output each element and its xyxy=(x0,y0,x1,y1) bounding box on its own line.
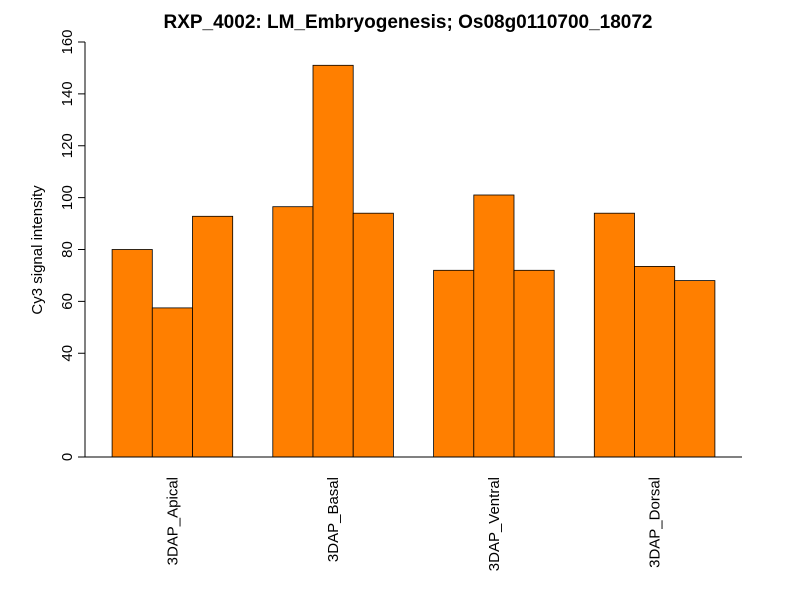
y-tick-label: 160 xyxy=(59,29,76,54)
y-tick-label: 60 xyxy=(59,293,76,310)
bar-3dap-ventral-2 xyxy=(473,194,515,458)
bar-3dap-dorsal-1 xyxy=(593,212,635,458)
x-tick-label: 3DAP_Apical xyxy=(164,477,181,565)
bar-3dap-ventral-1 xyxy=(433,269,475,458)
bar-3dap-ventral-3 xyxy=(513,269,555,458)
x-tick-label: 3DAP_Ventral xyxy=(486,477,503,571)
x-tick-label: 3DAP_Dorsal xyxy=(647,477,664,568)
y-axis-label: Cy3 signal intensity xyxy=(29,185,46,315)
x-tick-label: 3DAP_Basal xyxy=(325,477,342,562)
y-tick-label: 120 xyxy=(59,133,76,158)
y-axis: 0 40 60 80 100 120 140 160 xyxy=(59,29,86,461)
y-tick-label: 0 xyxy=(59,453,76,461)
y-tick-label: 80 xyxy=(59,241,76,258)
bar-3dap-basal-3 xyxy=(352,212,394,458)
bar-3dap-apical-1 xyxy=(111,249,153,458)
chart-title: RXP_4002: LM_Embryogenesis; Os08g0110700… xyxy=(163,12,652,33)
y-tick-label: 140 xyxy=(59,81,76,106)
bars-group xyxy=(111,64,716,458)
bar-3dap-dorsal-2 xyxy=(634,265,676,458)
bar-3dap-apical-2 xyxy=(151,307,193,458)
y-tick-label: 40 xyxy=(59,345,76,362)
y-tick-label: 100 xyxy=(59,185,76,210)
bar-3dap-apical-3 xyxy=(192,215,234,458)
bar-3dap-basal-2 xyxy=(312,64,354,458)
x-axis: 3DAP_Apical 3DAP_Basal 3DAP_Ventral 3DAP_Do… xyxy=(85,456,742,571)
bar-3dap-basal-1 xyxy=(272,206,314,458)
bar-3dap-dorsal-3 xyxy=(674,280,716,458)
